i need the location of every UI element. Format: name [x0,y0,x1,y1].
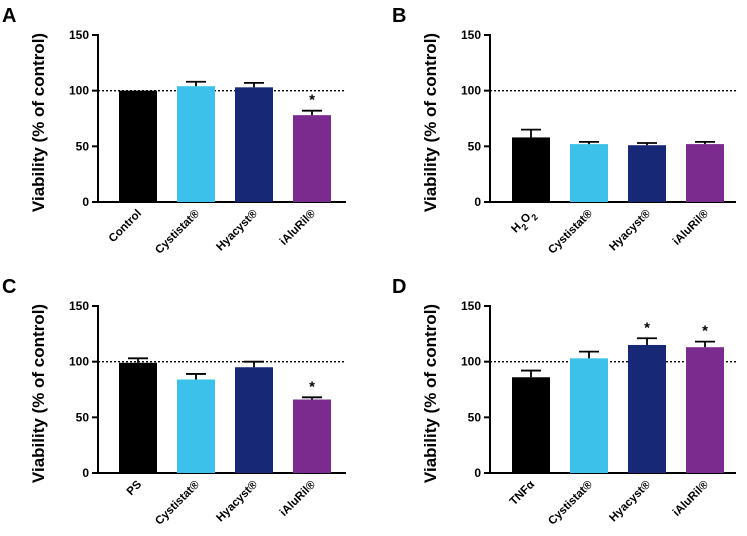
y-tick-label: 0 [82,466,89,480]
y-tick-label: 100 [69,355,89,369]
x-tick-label: iAluRil® [278,478,319,519]
y-tick-label: 50 [76,410,90,424]
bar [119,90,157,202]
panel-letter: D [392,276,406,298]
x-tick-label: iAluRil® [278,207,319,248]
y-tick-label: 50 [468,410,482,424]
x-tick-label: H2O2 [509,208,540,239]
bar [119,362,157,473]
bar [235,367,273,473]
bar [628,145,666,202]
x-tick-label: PS [125,478,145,498]
y-tick-label: 150 [461,299,481,313]
y-tick-label: 50 [468,139,482,153]
bar [570,144,608,202]
y-tick-label: 100 [461,84,481,98]
bar [177,379,215,473]
x-tick-label: Cystistat® [546,207,595,256]
bar [512,137,550,202]
bar [293,399,331,473]
x-tick-label: Hyacyst® [214,207,260,253]
bar [512,377,550,473]
panel-a: A Viability (% of control) 0 50 100 150 Contro… [2,5,346,256]
significance-marker: * [309,92,315,109]
x-tick-label: iAluRil® [671,478,712,519]
panel-letter: B [392,5,406,27]
bar [686,144,724,202]
panel-letter: C [2,276,16,298]
bar [628,344,666,473]
significance-marker: * [644,319,650,336]
y-axis-label: Viability (% of control) [421,304,440,483]
y-tick-label: 0 [474,466,481,480]
y-axis-label: Viability (% of control) [29,33,48,212]
panel-c: C Viability (% of control) 0 50 100 150 PS Cyst… [2,276,346,527]
x-tick-label: Cystistat® [546,478,595,527]
panel-d: D Viability (% of control) 0 50 100 150 TNFα Cy… [392,276,736,527]
y-tick-label: 150 [461,28,481,42]
x-tick-label: Hyacyst® [607,478,653,524]
y-tick-label: 100 [461,355,481,369]
y-axis-label: Viability (% of control) [421,33,440,212]
x-tick-label: Hyacyst® [214,478,260,524]
y-tick-label: 0 [82,195,89,209]
bar [293,115,331,202]
significance-marker: * [702,323,708,340]
y-tick-label: 150 [69,299,89,313]
x-tick-label: TNFα [508,479,537,508]
significance-marker: * [309,378,315,395]
y-tick-label: 150 [69,28,89,42]
panel-b: B Viability (% of control) 0 50 100 150 H2O2 Cy… [392,5,736,256]
y-tick-label: 100 [69,84,89,98]
x-tick-label: Control [107,208,144,245]
y-tick-label: 50 [76,139,90,153]
panel-letter: A [2,5,16,27]
x-tick-label: Hyacyst® [607,207,653,253]
x-tick-label: Cystistat® [153,207,202,256]
y-tick-label: 0 [474,195,481,209]
bar [686,347,724,473]
bar [235,87,273,202]
bar [177,86,215,202]
y-axis-label: Viability (% of control) [29,304,48,483]
x-tick-label: Cystistat® [153,478,202,527]
bar [570,358,608,473]
x-tick-label: iAluRil® [671,207,712,248]
